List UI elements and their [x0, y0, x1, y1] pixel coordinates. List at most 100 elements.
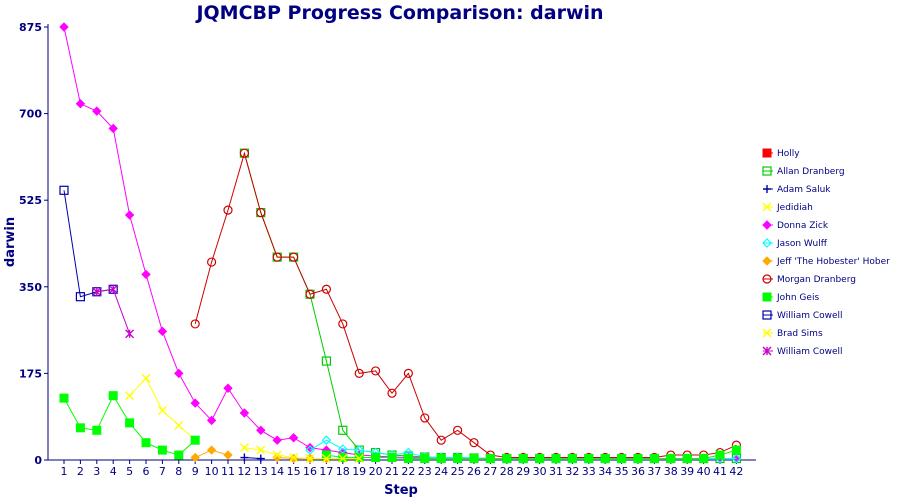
x-tick-label: 23: [418, 465, 432, 478]
data-point: [600, 454, 610, 464]
data-point: [157, 445, 167, 455]
data-point: [190, 452, 200, 463]
data-point: [469, 454, 479, 464]
x-tick-label: 2: [77, 465, 84, 478]
data-point: [288, 433, 299, 443]
x-tick-label: 32: [565, 465, 579, 478]
x-tick-label: 34: [598, 465, 612, 478]
x-tick-label: 3: [93, 465, 100, 478]
data-point: [108, 284, 118, 294]
series-line: [96, 288, 131, 334]
data-point: [762, 220, 772, 230]
data-point: [567, 454, 577, 464]
data-point: [108, 391, 118, 401]
data-point: [354, 368, 364, 378]
data-point: [141, 373, 151, 383]
series-9: [59, 185, 118, 302]
data-point: [190, 435, 200, 445]
data-point: [305, 289, 315, 299]
x-tick-label: 15: [287, 465, 301, 478]
data-point: [321, 454, 331, 464]
legend-label: Adam Saluk: [777, 185, 831, 195]
data-point: [453, 425, 463, 435]
legend-item: Adam Saluk: [763, 185, 831, 195]
x-tick-label: 11: [221, 465, 235, 478]
data-point: [272, 450, 282, 460]
series-7: [190, 148, 742, 463]
legend-label: Jeff 'The Hobester' Hober: [776, 257, 890, 267]
x-tick-label: 16: [303, 465, 317, 478]
data-point: [321, 284, 331, 294]
x-tick-label: 22: [401, 465, 415, 478]
data-point: [174, 420, 184, 430]
legend-item: Morgan Dranberg: [762, 274, 856, 285]
data-point: [762, 238, 772, 248]
series-10: [239, 443, 364, 464]
data-point: [699, 454, 709, 464]
data-point: [403, 454, 413, 464]
data-point: [420, 413, 430, 423]
data-point: [338, 454, 348, 464]
x-tick-label: 4: [110, 465, 117, 478]
data-point: [125, 391, 135, 401]
y-axis-title: darwin: [3, 217, 18, 267]
data-point: [682, 454, 692, 464]
x-tick-label: 12: [237, 465, 251, 478]
data-point: [125, 418, 135, 428]
series-1: [239, 148, 742, 464]
x-tick-label: 26: [467, 465, 481, 478]
data-point: [305, 442, 315, 453]
data-point: [92, 425, 102, 435]
data-point: [666, 454, 676, 464]
series-line: [63, 26, 737, 460]
x-tick-label: 28: [500, 465, 514, 478]
y-tick-label: 525: [19, 194, 42, 207]
legend-item: John Geis: [762, 292, 819, 303]
data-point: [762, 346, 772, 356]
x-tick-label: 9: [192, 465, 199, 478]
x-tick-label: 29: [516, 465, 530, 478]
series-line: [194, 151, 737, 459]
x-tick-label: 31: [549, 465, 563, 478]
legend: Holly Allan Dranberg Adam Saluk Jedidiah Don…: [762, 148, 890, 357]
data-point: [633, 454, 643, 464]
data-point: [256, 454, 265, 463]
data-point: [75, 292, 86, 302]
legend-label: Brad Sims: [777, 329, 823, 339]
x-tick-label: 7: [159, 465, 166, 478]
data-point: [485, 454, 495, 464]
data-point: [420, 454, 430, 464]
data-point: [174, 450, 184, 460]
legend-label: Allan Dranberg: [777, 167, 845, 177]
data-point: [223, 383, 233, 393]
y-tick-label: 875: [19, 21, 42, 34]
data-point: [239, 148, 249, 158]
data-point: [762, 256, 772, 266]
x-tick-label: 1: [61, 465, 68, 478]
chart-title: JQMCBP Progress Comparison: darwin: [194, 2, 603, 24]
data-point: [190, 319, 200, 329]
legend-item: Allan Dranberg: [762, 166, 845, 177]
data-point: [762, 310, 772, 320]
data-point: [92, 106, 102, 116]
data-point: [240, 453, 249, 462]
data-point: [289, 453, 299, 463]
data-point: [436, 454, 446, 464]
data-point: [108, 123, 118, 134]
data-point: [256, 425, 266, 436]
series-line: [63, 190, 114, 298]
data-point: [305, 454, 315, 464]
legend-item: William Cowell: [762, 310, 843, 321]
y-tick-label: 700: [19, 108, 42, 121]
data-point: [338, 319, 348, 329]
data-point: [762, 148, 772, 158]
data-point: [223, 205, 233, 215]
data-point: [387, 453, 397, 463]
data-point: [762, 328, 772, 338]
x-axis-title: Step: [384, 483, 418, 498]
x-tick-label: 19: [352, 465, 366, 478]
data-point: [731, 453, 742, 464]
legend-item: Brad Sims: [762, 328, 823, 339]
plot-area: [59, 22, 742, 464]
data-point: [338, 425, 348, 435]
